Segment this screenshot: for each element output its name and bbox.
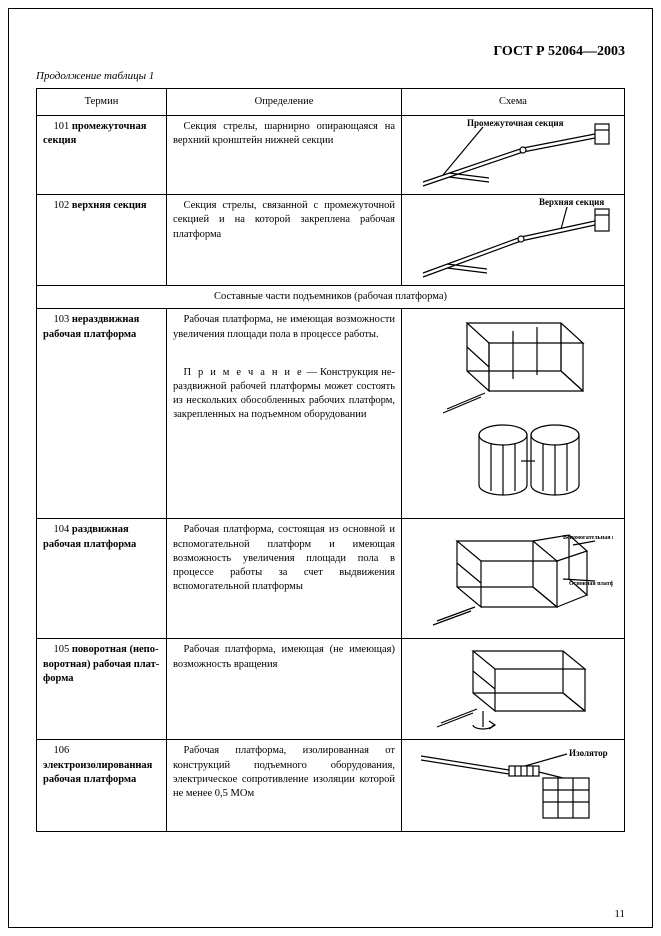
- page-frame: [8, 8, 653, 928]
- page-number: 11: [614, 908, 625, 920]
